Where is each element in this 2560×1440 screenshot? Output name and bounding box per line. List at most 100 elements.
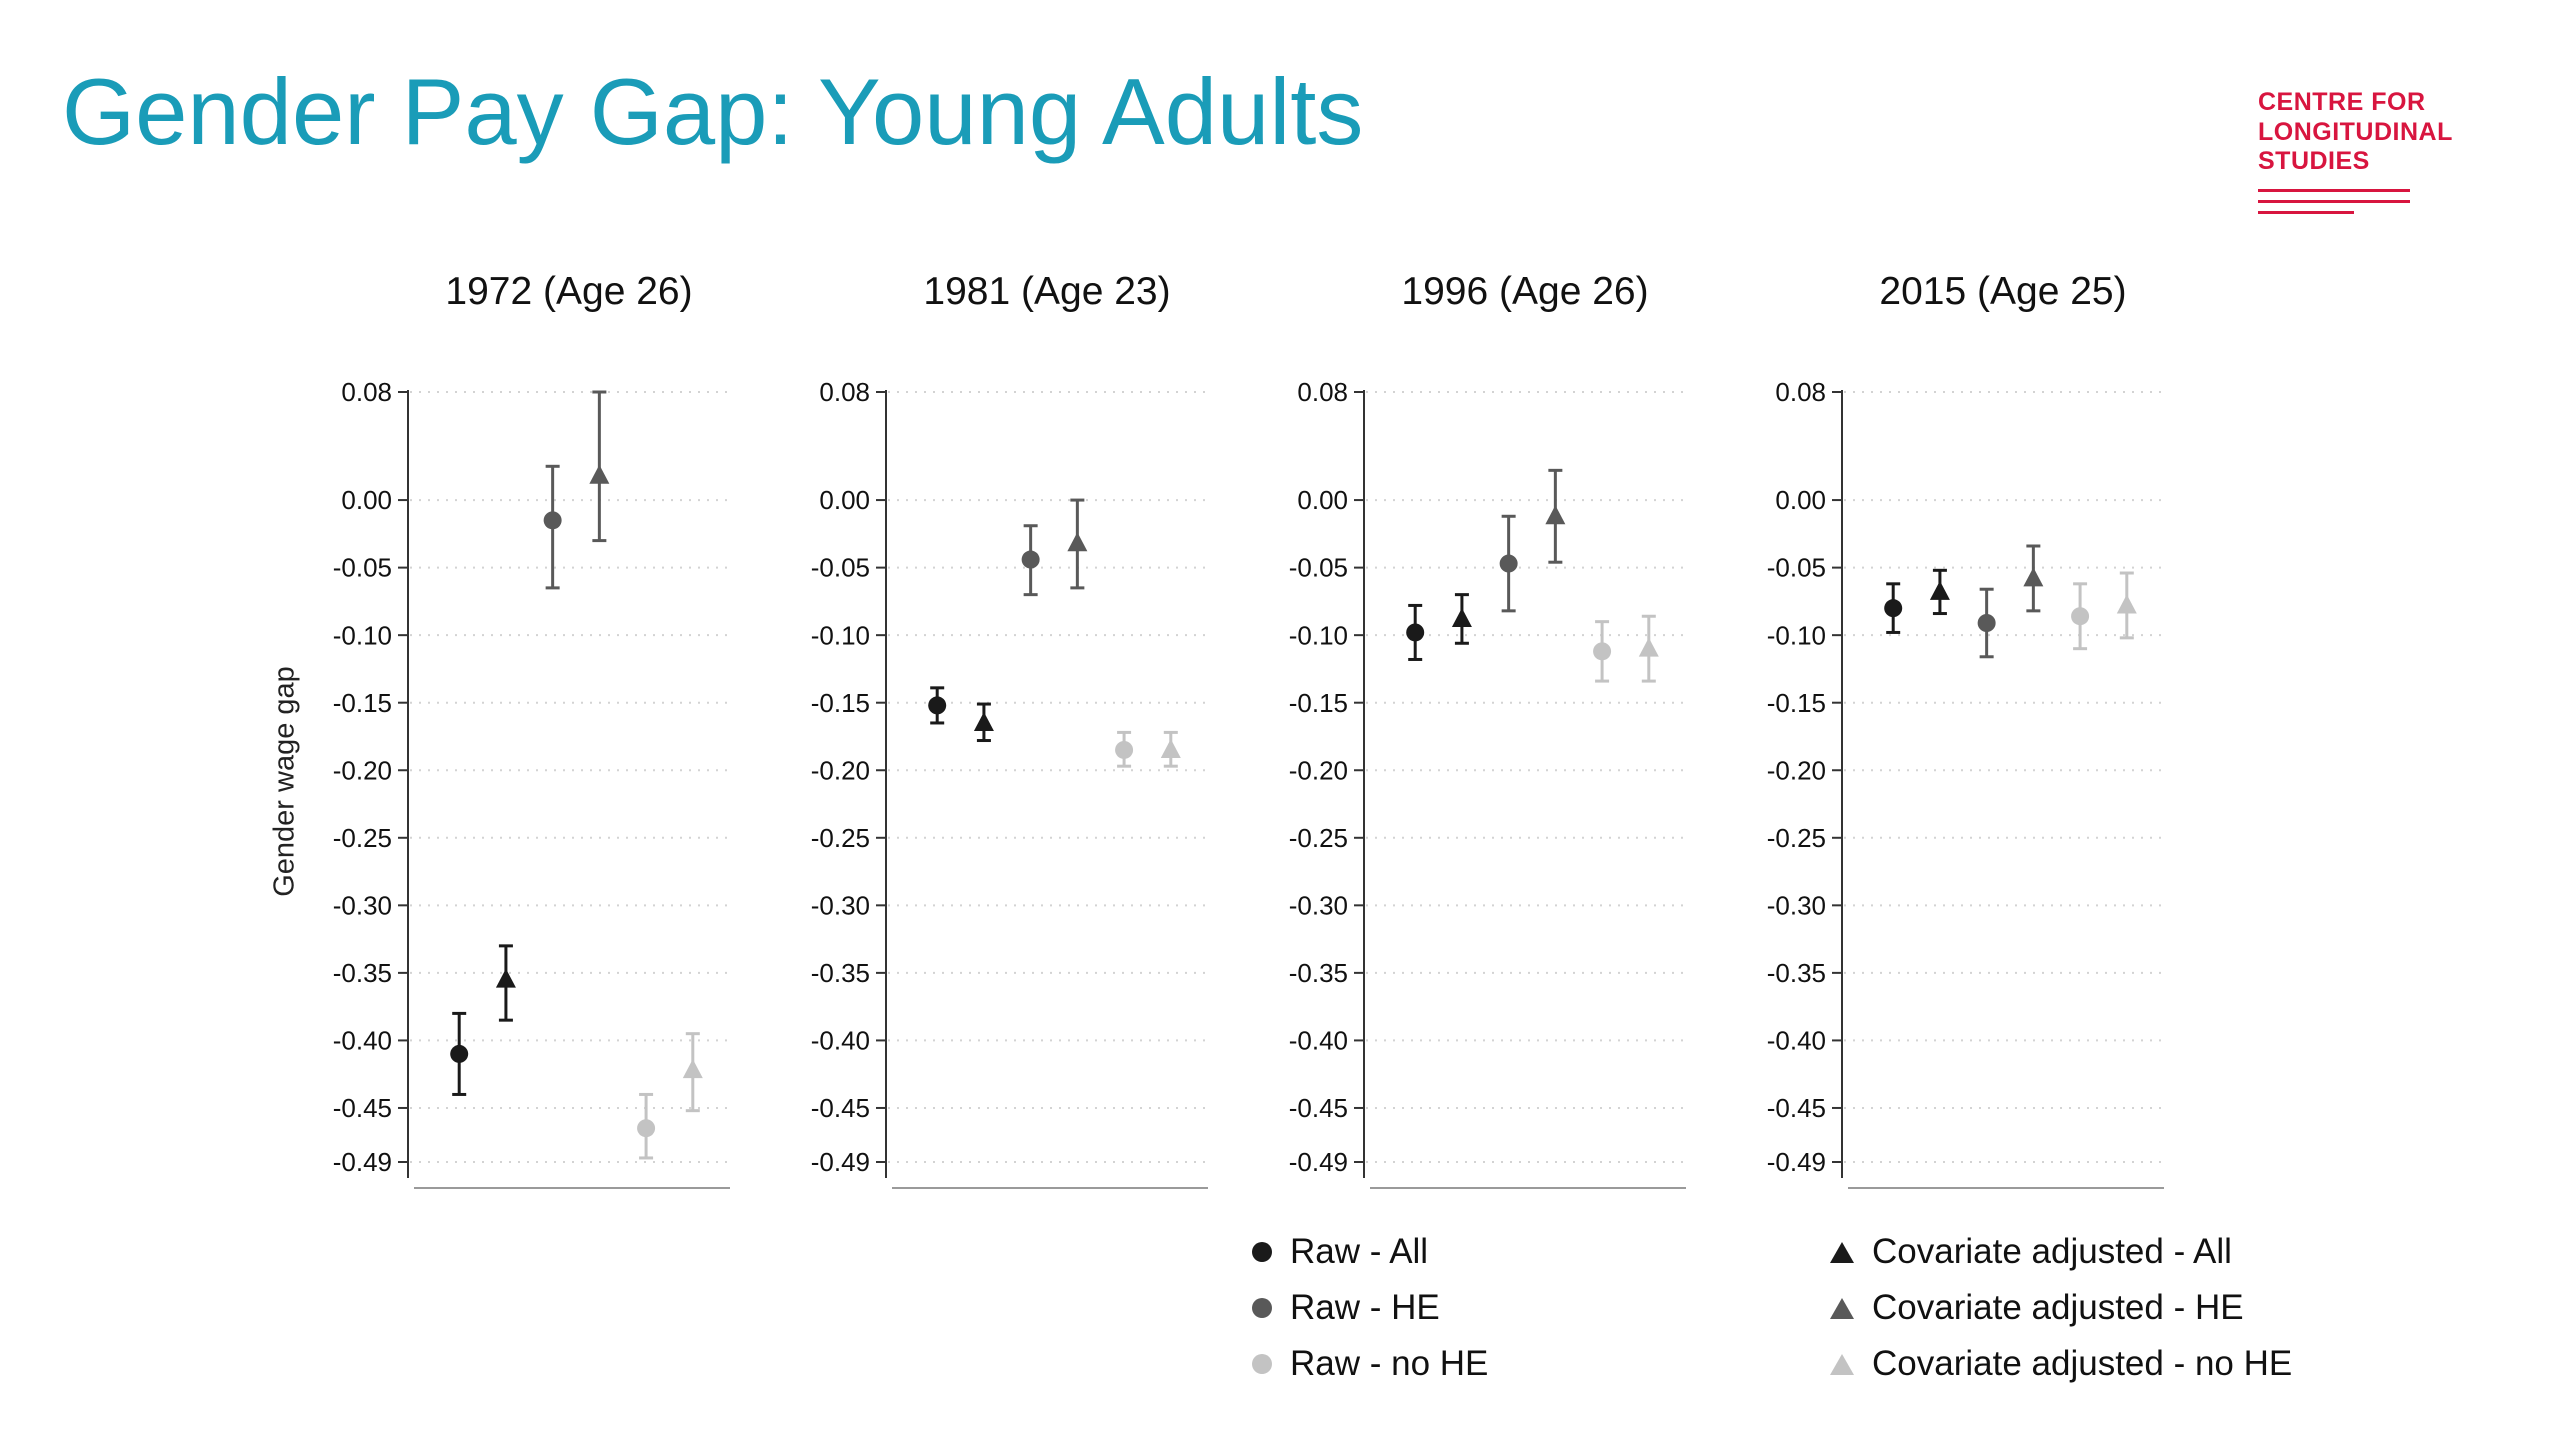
circle-data-point <box>928 696 947 715</box>
y-tick-label: -0.20 <box>1289 755 1348 785</box>
triangle-data-point <box>1929 580 1950 600</box>
triangle-marker-icon <box>1830 1353 1854 1375</box>
y-tick-label: -0.40 <box>1289 1026 1348 1056</box>
panel-plot: 0.08 0.00 -0.05 -0.10 -0.15 -0.20 -0.25 -0.30 -0… <box>1767 377 2164 1189</box>
triangle-data-point <box>1638 637 1659 657</box>
y-tick-label: -0.25 <box>811 823 870 853</box>
chart-legend: Raw - All Covariate adjusted - All Raw - H… <box>1252 1232 2292 1384</box>
chart-panel: 1981 (Age 23) 0.08 0.00 -0.05 -0.10 -0.15 -0.2… <box>778 270 1208 1213</box>
legend-label: Covariate adjusted - All <box>1872 1232 2232 1271</box>
panel-title: 1972 (Age 26) <box>445 270 693 313</box>
triangle-data-point <box>589 464 610 484</box>
y-tick-label: -0.30 <box>1289 890 1348 920</box>
circle-data-point <box>1115 740 1134 759</box>
circle-marker-icon <box>1252 1242 1272 1262</box>
triangle-data-point <box>2116 594 2137 614</box>
legend-item: Covariate adjusted - HE <box>1830 1288 2292 1328</box>
y-tick-label: -0.49 <box>1289 1147 1348 1177</box>
y-tick-label: -0.20 <box>1767 755 1826 785</box>
y-tick-label: -0.05 <box>811 553 870 583</box>
triangle-marker-icon <box>1830 1297 1854 1319</box>
circle-data-point <box>1977 614 1996 632</box>
y-tick-label: -0.35 <box>1767 958 1826 988</box>
logo-rule-line <box>2258 210 2354 214</box>
y-tick-label: -0.45 <box>1289 1093 1348 1123</box>
circle-marker-icon <box>1252 1298 1272 1318</box>
y-tick-label: -0.30 <box>811 890 870 920</box>
y-tick-label: -0.20 <box>333 755 392 785</box>
y-tick-label: -0.10 <box>1289 620 1348 650</box>
y-tick-label: -0.15 <box>1289 688 1348 718</box>
triangle-data-point <box>2023 567 2044 587</box>
y-tick-label: -0.30 <box>333 890 392 920</box>
triangle-data-point <box>973 711 994 731</box>
y-tick-label: -0.45 <box>811 1093 870 1123</box>
y-tick-label: -0.15 <box>333 688 392 718</box>
circle-data-point <box>450 1044 469 1063</box>
y-tick-label: -0.40 <box>333 1026 392 1056</box>
y-tick-label: -0.05 <box>333 553 392 583</box>
legend-label: Covariate adjusted - HE <box>1872 1288 2244 1327</box>
circle-data-point <box>1593 642 1612 661</box>
y-tick-label: -0.40 <box>1767 1026 1826 1056</box>
panel-title: 1981 (Age 23) <box>923 270 1171 313</box>
y-tick-label: -0.05 <box>1289 553 1348 583</box>
y-tick-label: -0.45 <box>1767 1093 1826 1123</box>
y-tick-label: -0.20 <box>811 755 870 785</box>
triangle-data-point <box>1545 505 1566 525</box>
y-tick-label: -0.10 <box>811 620 870 650</box>
panel-plot: 0.08 0.00 -0.05 -0.10 -0.15 -0.20 -0.25 -0.30 -0… <box>811 377 1208 1189</box>
triangle-data-point <box>495 968 516 988</box>
triangle-data-point <box>1067 532 1088 552</box>
panel-title: 2015 (Age 25) <box>1879 270 2127 313</box>
logo-rule-line <box>2258 199 2410 203</box>
page-title: Gender Pay Gap: Young Adults <box>62 59 1364 164</box>
y-axis-label: Gender wage gap <box>268 666 301 897</box>
y-tick-label: -0.40 <box>811 1026 870 1056</box>
logo-line-2: LONGITUDINAL <box>2258 117 2453 146</box>
y-tick-label: 0.00 <box>1775 485 1826 515</box>
y-tick-label: -0.35 <box>333 958 392 988</box>
legend-label: Covariate adjusted - no HE <box>1872 1344 2293 1383</box>
y-tick-label: -0.30 <box>1767 890 1826 920</box>
circle-data-point <box>1499 554 1518 573</box>
chart-panel: 1996 (Age 26) 0.08 0.00 -0.05 -0.10 -0.15 -0.2… <box>1256 270 1686 1213</box>
circle-data-point <box>1884 599 1903 618</box>
legend-item: Raw - All <box>1252 1232 1830 1272</box>
circle-data-point <box>543 511 562 530</box>
y-tick-label: -0.49 <box>811 1147 870 1177</box>
triangle-data-point <box>1451 607 1472 627</box>
y-tick-label: 0.08 <box>341 377 392 407</box>
y-tick-label: -0.10 <box>333 620 392 650</box>
y-tick-label: 0.08 <box>819 377 870 407</box>
legend-label: Raw - HE <box>1290 1288 1440 1327</box>
y-tick-label: 0.00 <box>1297 485 1348 515</box>
legend-item: Raw - no HE <box>1252 1344 1830 1384</box>
legend-item: Raw - HE <box>1252 1288 1830 1328</box>
logo-text: CENTRE FOR LONGITUDINAL STUDIES <box>2258 88 2453 177</box>
triangle-data-point <box>682 1059 703 1079</box>
y-tick-label: 0.08 <box>1297 377 1348 407</box>
logo-rule-line <box>2258 188 2410 192</box>
legend-label: Raw - All <box>1290 1232 1429 1271</box>
circle-data-point <box>637 1119 656 1138</box>
circle-marker-icon <box>1252 1354 1272 1374</box>
y-tick-label: -0.10 <box>1767 620 1826 650</box>
legend-label: Raw - no HE <box>1290 1344 1489 1383</box>
logo-rules-decoration <box>2258 188 2453 214</box>
triangle-data-point <box>1160 738 1181 758</box>
y-tick-label: 0.00 <box>819 485 870 515</box>
y-tick-label: 0.08 <box>1775 377 1826 407</box>
y-tick-label: -0.05 <box>1767 553 1826 583</box>
triangle-marker-icon <box>1830 1241 1854 1263</box>
y-tick-label: -0.35 <box>1289 958 1348 988</box>
y-tick-label: -0.15 <box>1767 688 1826 718</box>
logo-line-3: STUDIES <box>2258 147 2370 175</box>
panel-plot: 0.08 0.00 -0.05 -0.10 -0.15 -0.20 -0.25 -0.30 -0… <box>1289 377 1686 1189</box>
y-tick-label: -0.45 <box>333 1093 392 1123</box>
legend-item: Covariate adjusted - All <box>1830 1232 2292 1272</box>
circle-data-point <box>1406 623 1425 642</box>
y-tick-label: -0.25 <box>1767 823 1826 853</box>
logo-line-1: CENTRE FOR <box>2258 88 2426 116</box>
